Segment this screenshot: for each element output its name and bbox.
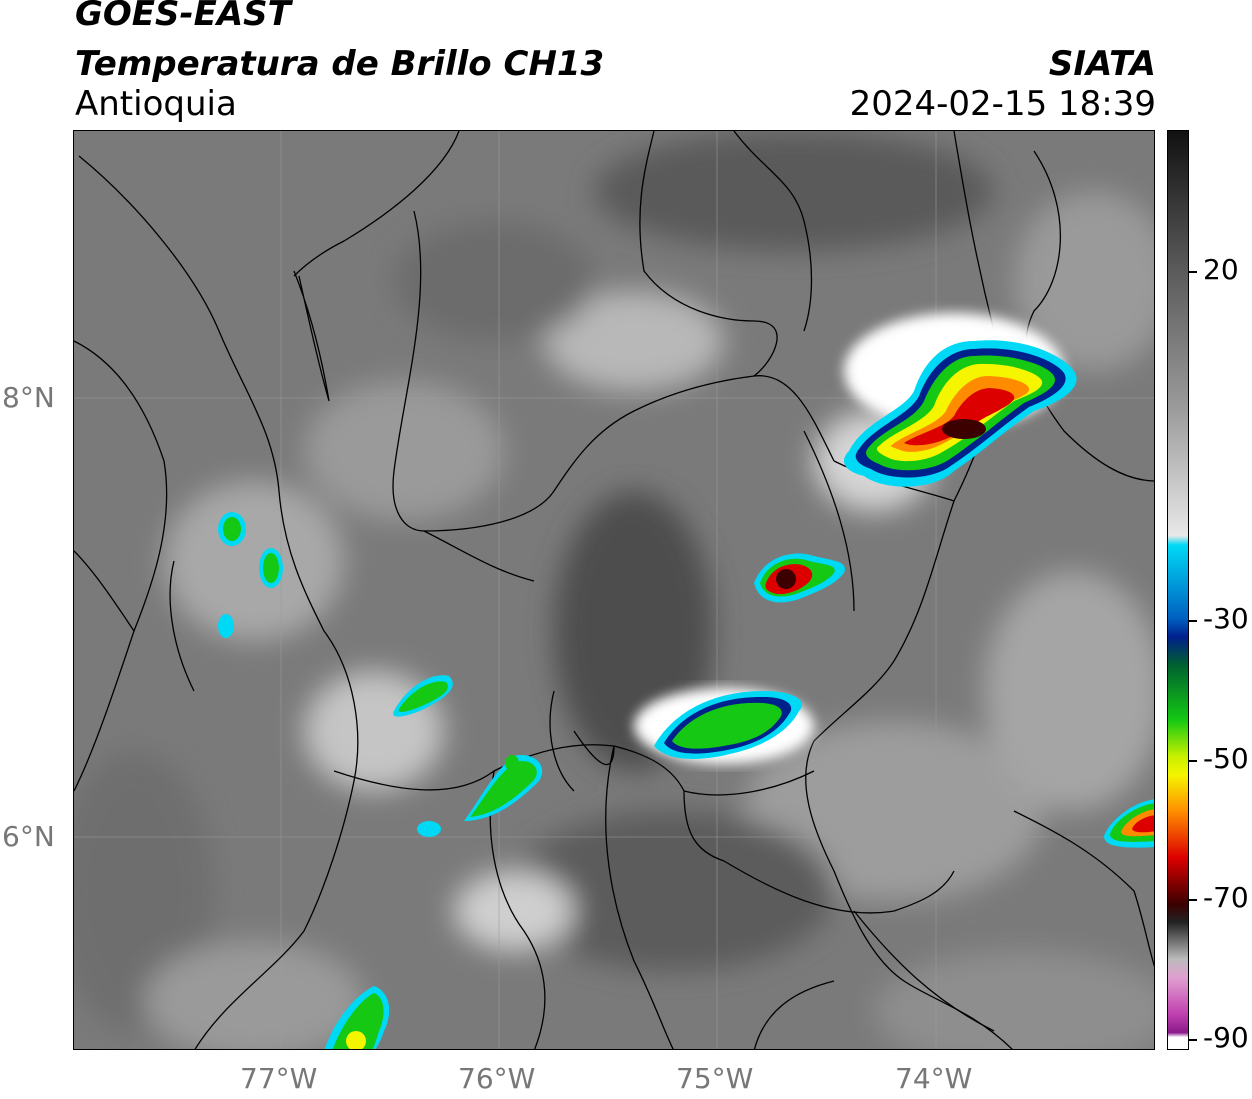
colorbar-tick-neg30 [1189,620,1197,622]
storm-cell-south [324,986,390,1049]
datetime-label: 2024-02-15 18:39 [849,84,1156,124]
product-title: Temperatura de Brillo CH13 [75,44,605,84]
colorbar-label-neg90: -90 [1203,1021,1249,1054]
lat-label-8n: 8°N [2,381,55,414]
satellite-map[interactable] [73,130,1155,1050]
lon-label-74w: 74°W [895,1062,973,1095]
cloud-field-texture [74,131,1154,1049]
colorbar-label-neg30: -30 [1203,602,1249,635]
convective-cells [218,313,1154,1049]
storm-cell-northeast [844,313,1077,487]
colorbar-tick-neg50 [1189,760,1197,762]
storm-cell-west-2 [464,755,543,821]
colorbar-label-neg70: -70 [1203,881,1249,914]
storm-cell-west-1 [393,675,453,717]
colorbar-tick-neg70 [1189,899,1197,901]
organization-label: SIATA [1048,44,1156,84]
map-canvas [74,131,1154,1049]
storm-cell-center-green [634,688,814,764]
satellite-title: GOES-EAST [75,0,291,34]
storm-cell-west-3 [218,512,441,837]
colorbar-label-neg50: -50 [1203,742,1249,775]
storm-cell-center-red [754,553,845,603]
colorbar-gradient [1168,131,1188,1049]
lon-label-75w: 75°W [676,1062,754,1095]
colorbar-tick-20 [1189,271,1197,273]
colorbar [1167,130,1189,1050]
lon-label-76w: 76°W [458,1062,536,1095]
colorbar-tick-neg90 [1189,1039,1197,1041]
lon-label-77w: 77°W [240,1062,318,1095]
region-title: Antioquia [75,84,237,124]
lat-label-6n: 6°N [2,820,55,853]
colorbar-label-20: 20 [1203,253,1239,286]
storm-cell-east-edge [1104,799,1154,848]
